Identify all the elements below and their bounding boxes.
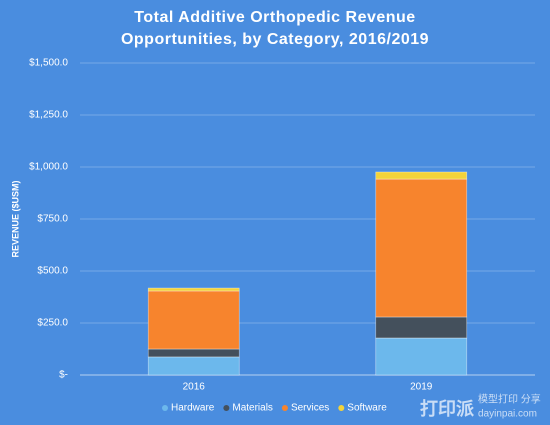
bar-segment (147, 348, 240, 358)
y-tick-label: $- (59, 370, 68, 381)
bar-segment (147, 287, 240, 292)
y-tick-label: $1,500.0 (29, 58, 68, 69)
bar-segment (375, 316, 468, 339)
bar-segment (375, 337, 468, 376)
chart-title: Opportunities, by Category, 2016/2019 (121, 31, 429, 48)
legend-marker (338, 405, 345, 411)
legend-label: Software (347, 403, 387, 414)
bar-segment (375, 171, 468, 180)
y-tick-label: $1,250.0 (29, 110, 68, 121)
y-axis-label: REVENUE ($USM) (10, 180, 20, 257)
bar-segment (147, 290, 240, 350)
legend-marker (281, 405, 288, 411)
watermark: 打印派 (420, 398, 475, 419)
legend-label: Materials (232, 403, 273, 414)
y-tick-label: $500.0 (37, 266, 68, 277)
legend-marker (223, 405, 230, 411)
x-tick-label: 2016 (183, 382, 206, 393)
y-tick-label: $750.0 (37, 214, 68, 225)
legend-label: Hardware (171, 403, 215, 414)
watermark: dayinpai.com (478, 409, 537, 420)
y-tick-label: $1,000.0 (29, 162, 68, 173)
bar-segment (147, 356, 240, 376)
bar-segment (375, 178, 468, 318)
chart-title: Total Additive Orthopedic Revenue (134, 9, 415, 26)
watermark: 模型打印 分享 (478, 393, 541, 406)
x-tick-label: 2019 (410, 382, 433, 393)
legend-marker (162, 405, 168, 411)
y-tick-label: $250.0 (37, 318, 68, 329)
legend-label: Services (291, 403, 329, 414)
